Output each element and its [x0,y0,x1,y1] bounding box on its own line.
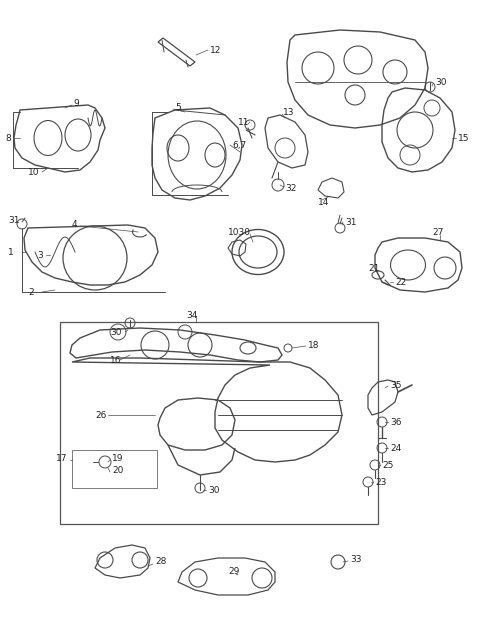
Text: 30: 30 [110,328,121,337]
Text: 25: 25 [382,460,394,469]
Text: 22: 22 [395,278,406,287]
Bar [72,450,157,488]
Text: 15: 15 [458,133,469,142]
Text: 32: 32 [285,184,296,193]
Text: 17: 17 [56,453,68,462]
Text: 10: 10 [28,167,39,176]
Text: 8: 8 [5,133,11,142]
Text: 28: 28 [155,558,167,567]
Bar [60,322,378,524]
Text: 1030: 1030 [228,227,251,236]
Text: 21: 21 [368,263,379,272]
Text: 16: 16 [110,355,121,365]
Text: 30: 30 [208,486,219,495]
Text: 19: 19 [112,453,123,462]
Text: 13: 13 [283,108,295,117]
Text: 3: 3 [37,251,43,260]
Text: 18: 18 [308,341,320,350]
Text: 29: 29 [228,567,240,576]
Text: 35: 35 [390,381,401,390]
Text: 24: 24 [390,444,401,453]
Text: 4: 4 [72,220,78,229]
Text: 26: 26 [95,410,107,419]
Text: 5: 5 [175,102,181,111]
Text: 27: 27 [432,227,444,236]
Text: 11: 11 [238,117,250,126]
Text: 12: 12 [210,46,221,55]
Text: 2: 2 [28,287,34,296]
Text: 36: 36 [390,417,401,426]
Text: 20: 20 [112,466,123,475]
Text: 9: 9 [73,99,79,108]
Text: 30: 30 [435,77,446,86]
Text: 1: 1 [8,247,14,256]
Text: 33: 33 [350,556,361,565]
Text: 34: 34 [186,310,197,319]
Text: 31: 31 [8,216,20,225]
Text: 6,7: 6,7 [232,140,246,149]
Text: 14: 14 [318,198,329,207]
Text: 31: 31 [345,218,357,227]
Text: 23: 23 [375,477,386,486]
